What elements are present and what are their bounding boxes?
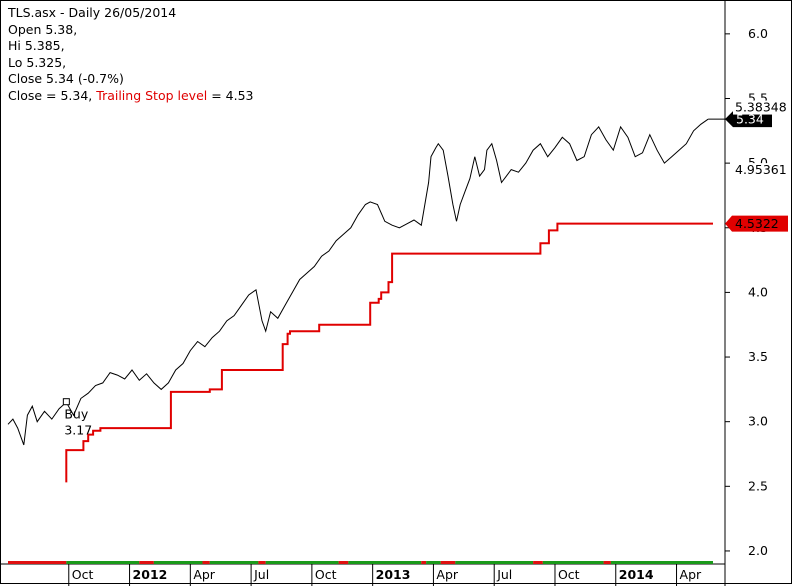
signal-strip-segment	[66, 561, 140, 564]
signal-strip-segment	[8, 561, 67, 564]
signal-strip-segment	[533, 561, 543, 564]
trailing-stop-line	[65, 222, 713, 483]
last-price-value: 5.34	[736, 112, 764, 127]
last-price-tag	[725, 111, 772, 128]
x-tick-label: Apr	[680, 567, 702, 582]
y-tick-label: 2.5	[748, 478, 768, 493]
right-tags: 5.345.38348 4.95361 4.5322	[708, 100, 789, 232]
chart-info-panel: TLS.asx - Daily 26/05/2014 Open 5.38, Hi…	[8, 5, 254, 104]
stop-level-tag	[725, 215, 788, 232]
price-top-value: 5.38348	[735, 100, 787, 115]
x-tick-label: 2014	[619, 567, 654, 582]
signal-strip-segment	[139, 561, 154, 564]
y-tick-label: 3.0	[748, 414, 768, 429]
price-mid-value: 4.95361	[735, 162, 787, 177]
signal-strip-segment	[348, 561, 422, 564]
signal-strip-segment	[603, 561, 611, 564]
x-tick-label: Jul	[253, 567, 269, 582]
y-tick-label: 4.0	[748, 284, 768, 299]
high-value: Hi 5.385,	[8, 38, 65, 53]
signal-strip-segment	[610, 561, 713, 564]
signal-strip-segment	[455, 561, 534, 564]
signal-strip-segment	[258, 561, 266, 564]
trailing-stop-label: Trailing Stop level	[96, 87, 208, 103]
signal-strip-segment	[209, 561, 259, 564]
signal-strip-segment	[202, 561, 210, 564]
signal-strip-segment	[338, 561, 349, 564]
low-value: Lo 5.325,	[8, 54, 67, 70]
x-tick-label: Oct	[558, 567, 580, 582]
x-tick-label: 2012	[133, 567, 168, 582]
close-stop-line: Close = 5.34, Trailing Stop level = 4.53	[8, 88, 254, 105]
x-tick-label: Apr	[436, 567, 458, 582]
close-price-series	[7, 118, 709, 446]
signal-strip-segment	[421, 561, 427, 564]
signal-strip-segment	[153, 561, 203, 564]
x-tick-label: Oct	[72, 567, 94, 582]
x-tick-label: 2013	[376, 567, 411, 582]
trailing-stop-value: = 4.53	[211, 87, 254, 103]
x-tick-label: Oct	[315, 567, 337, 582]
close-value: Close 5.34 (-0.7%)	[8, 71, 124, 86]
close-price-line	[7, 118, 709, 446]
buy-price-label: 3.17	[64, 423, 92, 438]
trailing-stop-series	[65, 222, 713, 483]
signal-strip-segment	[542, 561, 604, 564]
y-tick-label: 3.5	[748, 349, 768, 364]
stop-level-value: 4.5322	[735, 216, 779, 231]
signal-strip-segment	[265, 561, 339, 564]
price-mid-bg	[733, 163, 789, 178]
signal-strip-segment	[426, 561, 441, 564]
signal-strip-segment	[440, 561, 456, 564]
x-tick-label: Jul	[496, 567, 512, 582]
buy-signal-box	[62, 398, 70, 406]
chart-title: TLS.asx - Daily 26/05/2014	[8, 5, 177, 20]
buy-label: Buy	[64, 407, 88, 422]
open-value: Open 5.38,	[8, 21, 78, 37]
x-tick-label: Apr	[193, 567, 215, 582]
y-tick-label: 2.0	[748, 543, 768, 558]
price-top-bg	[733, 100, 789, 115]
signal-strip	[8, 561, 713, 564]
y-tick-label: 6.0	[748, 26, 768, 41]
close-equals: Close = 5.34,	[8, 87, 93, 103]
